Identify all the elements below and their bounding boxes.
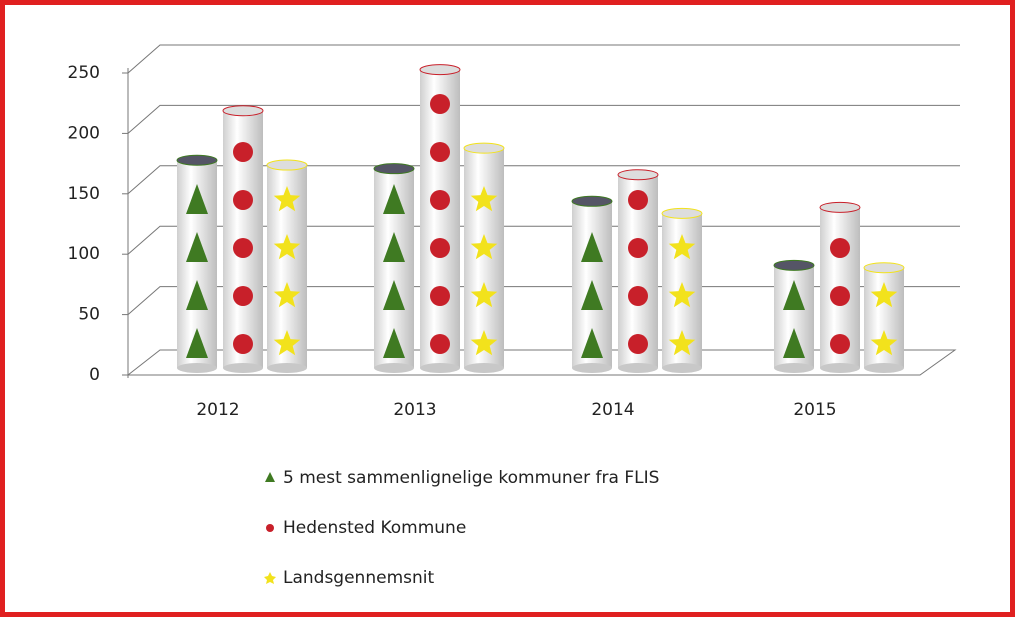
cylinder bbox=[774, 260, 814, 373]
cylinder-top bbox=[420, 65, 460, 75]
cylinder-top bbox=[374, 164, 414, 174]
chart: 0 50 100 150 200 250 2012 2013 2014 2015 5 mest sa… bbox=[0, 0, 1015, 617]
y-tick-label: 200 bbox=[68, 123, 100, 143]
cylinder-base bbox=[618, 363, 658, 373]
legend-label: Hedensted Kommune bbox=[283, 518, 466, 538]
motif bbox=[233, 142, 253, 162]
motif bbox=[628, 190, 648, 210]
cylinder-top bbox=[618, 170, 658, 180]
y-tick-label: 0 bbox=[89, 365, 100, 385]
x-tick-label: 2013 bbox=[393, 400, 436, 420]
cylinder-top bbox=[820, 202, 860, 212]
motif bbox=[628, 286, 648, 306]
motif bbox=[233, 238, 253, 258]
cylinder-top bbox=[774, 260, 814, 270]
cylinder bbox=[864, 263, 904, 373]
cylinder-top bbox=[464, 143, 504, 153]
cylinder-top bbox=[177, 155, 217, 165]
cylinder-top bbox=[223, 106, 263, 116]
motif bbox=[628, 238, 648, 258]
y-tick-label: 50 bbox=[78, 305, 100, 325]
motif bbox=[830, 334, 850, 354]
cylinder-base bbox=[420, 363, 460, 373]
cylinder-base bbox=[864, 363, 904, 373]
x-tick-label: 2014 bbox=[591, 400, 634, 420]
cylinder-base bbox=[662, 363, 702, 373]
motif bbox=[430, 190, 450, 210]
page: 0 50 100 150 200 250 2012 2013 2014 2015 5 mest sa… bbox=[0, 0, 1015, 617]
y-tick-label: 150 bbox=[68, 184, 100, 204]
cylinder-top bbox=[572, 196, 612, 206]
motif bbox=[830, 286, 850, 306]
cylinder bbox=[662, 208, 702, 373]
cylinder-base bbox=[267, 363, 307, 373]
cylinder-base bbox=[572, 363, 612, 373]
cylinder bbox=[223, 106, 263, 373]
legend-label: 5 mest sammenlignelige kommuner fra FLIS bbox=[283, 468, 659, 488]
cylinder bbox=[420, 65, 460, 373]
cylinder-base bbox=[464, 363, 504, 373]
motif bbox=[233, 190, 253, 210]
cylinder-top bbox=[864, 263, 904, 273]
motif bbox=[430, 94, 450, 114]
motif bbox=[430, 286, 450, 306]
cylinder-base bbox=[820, 363, 860, 373]
cylinder-top bbox=[662, 208, 702, 218]
cylinder-base bbox=[374, 363, 414, 373]
cylinder-base bbox=[223, 363, 263, 373]
cylinder bbox=[464, 143, 504, 373]
cylinder bbox=[572, 196, 612, 373]
frame bbox=[3, 3, 1013, 615]
cylinder bbox=[374, 164, 414, 373]
motif bbox=[430, 142, 450, 162]
cylinder bbox=[177, 155, 217, 373]
x-tick-label: 2012 bbox=[196, 400, 239, 420]
y-tick-label: 250 bbox=[68, 63, 100, 83]
motif bbox=[430, 334, 450, 354]
motif bbox=[430, 238, 450, 258]
cylinder-base bbox=[774, 363, 814, 373]
legend-label: Landsgennemsnit bbox=[283, 568, 434, 588]
cylinder-top bbox=[267, 160, 307, 170]
x-tick-label: 2015 bbox=[793, 400, 836, 420]
cylinder bbox=[267, 160, 307, 373]
legend-marker bbox=[266, 524, 274, 532]
motif bbox=[830, 238, 850, 258]
cylinder-base bbox=[177, 363, 217, 373]
motif bbox=[628, 334, 648, 354]
cylinder bbox=[820, 202, 860, 373]
cylinder-body bbox=[420, 70, 460, 368]
motif bbox=[233, 286, 253, 306]
motif bbox=[233, 334, 253, 354]
cylinder bbox=[618, 170, 658, 373]
y-tick-label: 100 bbox=[68, 244, 100, 264]
